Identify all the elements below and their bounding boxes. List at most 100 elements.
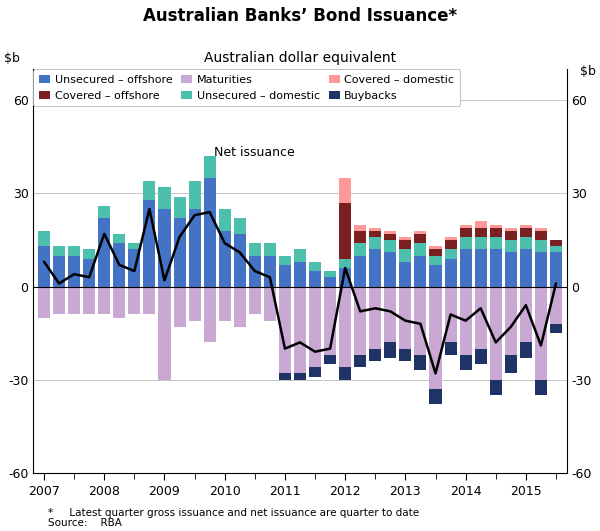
Bar (505, 355, 517, 373)
Bar (460, 225, 472, 228)
Bar (400, 240, 412, 250)
Bar (385, 234, 397, 240)
Bar (490, 228, 502, 237)
Bar (203, 287, 215, 342)
Bar (218, 209, 231, 230)
Bar (550, 240, 562, 246)
Bar (339, 367, 351, 380)
Bar (535, 230, 547, 240)
Bar (309, 287, 321, 367)
Bar (113, 287, 125, 318)
Text: Australian Banks’ Bond Issuance*: Australian Banks’ Bond Issuance* (143, 7, 457, 25)
Bar (430, 255, 442, 265)
Bar (324, 355, 336, 364)
Bar (520, 250, 532, 287)
Bar (369, 237, 382, 250)
Bar (173, 218, 185, 287)
Bar (475, 287, 487, 349)
Bar (339, 287, 351, 367)
Bar (294, 250, 306, 262)
Bar (490, 287, 502, 380)
Bar (113, 234, 125, 243)
Bar (339, 268, 351, 287)
Bar (460, 355, 472, 370)
Bar (279, 255, 291, 265)
Bar (98, 287, 110, 314)
Bar (505, 252, 517, 287)
Bar (173, 196, 185, 218)
Bar (535, 287, 547, 380)
Bar (128, 250, 140, 287)
Bar (445, 287, 457, 342)
Bar (294, 287, 306, 373)
Bar (324, 277, 336, 287)
Bar (38, 287, 50, 318)
Bar (294, 262, 306, 287)
Bar (369, 250, 382, 287)
Bar (249, 243, 261, 255)
Text: *     Latest quarter gross issuance and net issuance are quarter to date: * Latest quarter gross issuance and net … (48, 508, 419, 518)
Bar (460, 250, 472, 287)
Bar (218, 287, 231, 321)
Bar (415, 355, 427, 370)
Bar (203, 178, 215, 287)
Bar (143, 200, 155, 287)
Bar (98, 218, 110, 287)
Bar (158, 287, 170, 380)
Bar (68, 246, 80, 255)
Bar (83, 287, 95, 314)
Bar (535, 228, 547, 230)
Bar (550, 252, 562, 287)
Bar (415, 230, 427, 234)
Bar (445, 240, 457, 250)
Bar (249, 287, 261, 314)
Bar (113, 243, 125, 287)
Bar (38, 230, 50, 246)
Bar (550, 324, 562, 333)
Bar (309, 367, 321, 376)
Bar (490, 250, 502, 287)
Bar (415, 243, 427, 255)
Y-axis label: $b: $b (580, 65, 596, 79)
Bar (490, 237, 502, 250)
Bar (535, 252, 547, 287)
Bar (385, 287, 397, 342)
Bar (505, 228, 517, 230)
Bar (430, 250, 442, 255)
Bar (143, 181, 155, 200)
Bar (339, 178, 351, 203)
Bar (218, 230, 231, 287)
Bar (535, 380, 547, 395)
Bar (490, 225, 502, 228)
Bar (460, 237, 472, 250)
Bar (385, 252, 397, 287)
Bar (400, 262, 412, 287)
Bar (354, 355, 366, 367)
Bar (430, 265, 442, 287)
Bar (369, 349, 382, 361)
Bar (415, 255, 427, 287)
Bar (385, 230, 397, 234)
Bar (460, 287, 472, 355)
Bar (188, 181, 200, 209)
Bar (354, 230, 366, 243)
Bar (550, 287, 562, 324)
Bar (475, 221, 487, 228)
Bar (234, 234, 246, 287)
Bar (354, 225, 366, 230)
Bar (505, 230, 517, 240)
Bar (445, 237, 457, 240)
Bar (128, 243, 140, 250)
Bar (505, 240, 517, 252)
Bar (520, 225, 532, 228)
Bar (369, 228, 382, 230)
Bar (535, 240, 547, 252)
Bar (460, 228, 472, 237)
Bar (309, 271, 321, 287)
Bar (475, 228, 487, 237)
Bar (475, 250, 487, 287)
Bar (188, 287, 200, 321)
Text: Net issuance: Net issuance (214, 146, 295, 159)
Bar (173, 287, 185, 327)
Bar (520, 228, 532, 237)
